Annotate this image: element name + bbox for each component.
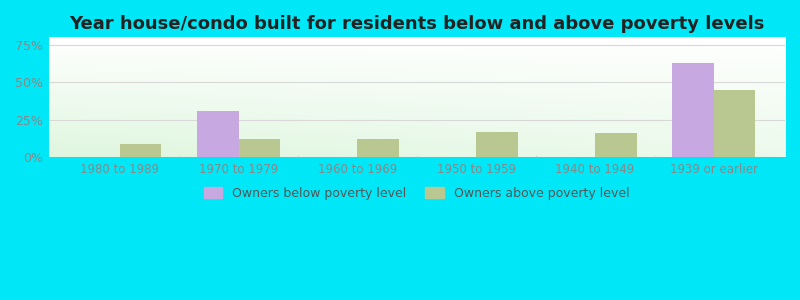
Bar xyxy=(672,63,714,157)
Bar xyxy=(595,133,637,157)
Bar xyxy=(714,90,755,157)
Bar xyxy=(197,111,238,157)
Bar xyxy=(238,139,280,157)
Bar xyxy=(358,139,399,157)
Bar xyxy=(120,144,162,157)
Title: Year house/condo built for residents below and above poverty levels: Year house/condo built for residents bel… xyxy=(69,15,765,33)
Bar xyxy=(476,132,518,157)
Legend: Owners below poverty level, Owners above poverty level: Owners below poverty level, Owners above… xyxy=(198,182,635,205)
